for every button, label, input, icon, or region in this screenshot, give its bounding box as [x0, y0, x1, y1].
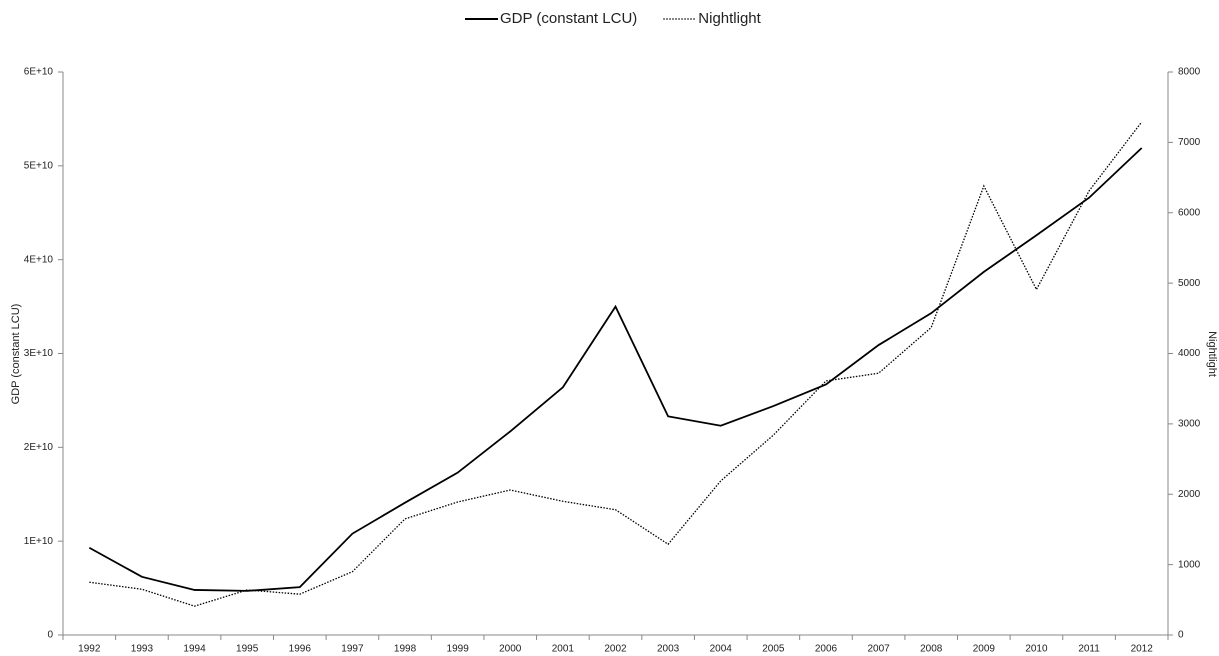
x-tick-label: 2003	[657, 644, 680, 655]
x-tick-label: 2011	[1078, 644, 1100, 655]
series-line	[88, 147, 1143, 592]
series-line	[89, 121, 1143, 607]
legend-label: Nightlight	[698, 10, 761, 27]
x-tick-label: 2012	[1131, 644, 1154, 655]
x-tick-label: 1995	[236, 644, 259, 655]
y-tick-label: 0	[47, 630, 53, 641]
y-tick-label: 5E+10	[24, 160, 54, 171]
x-tick-label: 2008	[920, 644, 943, 655]
x-tick-label: 2001	[552, 644, 575, 655]
y-tick-label: 4E+10	[24, 254, 54, 265]
y2-tick-label: 4000	[1178, 348, 1201, 359]
x-tick-label: 1997	[341, 644, 364, 655]
y-tick-label: 1E+10	[24, 536, 54, 547]
y2-tick-label: 5000	[1178, 278, 1201, 289]
x-tick-label: 2005	[762, 644, 785, 655]
x-tick-label: 2006	[815, 644, 838, 655]
x-tick-label: 1999	[447, 644, 470, 655]
y2-tick-label: 7000	[1178, 137, 1201, 148]
y2-tick-label: 8000	[1178, 67, 1201, 78]
x-tick-label: 1994	[183, 644, 206, 655]
y-tick-label: 6E+10	[24, 67, 54, 78]
y-axis-title: GDP (constant LCU)	[10, 304, 22, 405]
x-tick-label: 2004	[710, 644, 733, 655]
y2-tick-label: 0	[1178, 630, 1184, 641]
y2-tick-label: 2000	[1178, 489, 1201, 500]
x-tick-label: 1992	[78, 644, 101, 655]
x-tick-label: 1993	[131, 644, 154, 655]
legend-label: GDP (constant LCU)	[500, 10, 637, 27]
x-tick-label: 2000	[499, 644, 522, 655]
x-tick-label: 2007	[867, 644, 890, 655]
y2-tick-label: 6000	[1178, 207, 1201, 218]
x-tick-label: 1996	[289, 644, 312, 655]
y2-tick-label: 1000	[1178, 559, 1201, 570]
x-tick-label: 2010	[1025, 644, 1048, 655]
x-tick-label: 2009	[973, 644, 996, 655]
y2-tick-label: 3000	[1178, 419, 1201, 430]
y-tick-label: 2E+10	[24, 442, 54, 453]
x-tick-label: 1998	[394, 644, 417, 655]
y-tick-label: 3E+10	[24, 348, 54, 359]
y2-axis-title: Nightlight	[1206, 331, 1218, 377]
x-tick-label: 2002	[604, 644, 627, 655]
